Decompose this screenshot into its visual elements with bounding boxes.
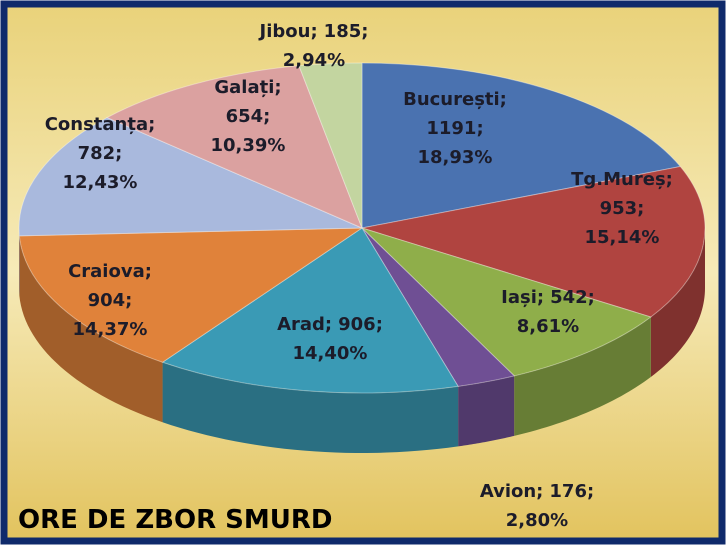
label-name: Constanța; — [45, 114, 156, 135]
label-name: Arad; — [277, 314, 332, 335]
data-label: Arad; 906; 14,40% — [277, 314, 383, 364]
slice-side — [19, 235, 163, 423]
slice — [18, 227, 364, 363]
label-name: Iași; — [501, 287, 544, 308]
label-percent: 18,93% — [418, 147, 493, 168]
data-label: Iași; 542; 8,61% — [501, 287, 595, 337]
label-value: 185; — [324, 21, 369, 42]
data-label: Craiova; 904; 14,37% — [68, 261, 152, 340]
chart-title: ORE DE ZBOR SMURD — [18, 505, 333, 535]
slice — [161, 227, 459, 394]
label-percent: 14,37% — [73, 319, 148, 340]
data-label: Constanța; 782; 12,43% — [45, 114, 156, 193]
label-value: 176; — [549, 481, 594, 502]
slice-side — [650, 228, 705, 378]
label-percent: 2,80% — [506, 510, 568, 531]
label-value: 1191; — [426, 118, 483, 139]
label-name: Tg.Mureș; — [571, 169, 673, 190]
label-percent: 2,94% — [283, 50, 345, 71]
label-value: 654; — [226, 106, 271, 127]
data-label: Tg.Mureș; 953; 15,14% — [571, 169, 673, 248]
label-name: Avion; — [480, 481, 544, 502]
label-percent: 14,40% — [293, 343, 368, 364]
label-value: 904; — [88, 290, 133, 311]
data-label: București; 1191; 18,93% — [403, 89, 507, 168]
slice — [298, 62, 363, 229]
label-value: 906; — [338, 314, 383, 335]
data-label: Galați; 654; 10,39% — [211, 77, 286, 156]
slice — [361, 62, 682, 229]
label-percent: 10,39% — [211, 135, 286, 156]
label-name: Jibou; — [258, 21, 318, 42]
slice-side — [458, 375, 515, 447]
slice — [18, 117, 363, 237]
slice — [361, 227, 516, 387]
label-name: București; — [403, 89, 507, 110]
slice — [361, 165, 706, 318]
label-percent: 15,14% — [585, 227, 660, 248]
label-name: Galați; — [214, 77, 281, 98]
data-label: Jibou; 185; 2,94% — [258, 21, 369, 71]
label-value: 953; — [600, 198, 645, 219]
data-label: Avion; 176; 2,80% — [480, 481, 594, 531]
label-percent: 8,61% — [517, 316, 579, 337]
slice — [361, 227, 652, 377]
slice-side — [162, 362, 459, 453]
label-value: 542; — [550, 287, 595, 308]
label-percent: 12,43% — [63, 172, 138, 193]
label-name: Craiova; — [68, 261, 152, 282]
slice-side — [514, 317, 651, 436]
slice — [105, 65, 363, 229]
label-value: 782; — [78, 143, 123, 164]
